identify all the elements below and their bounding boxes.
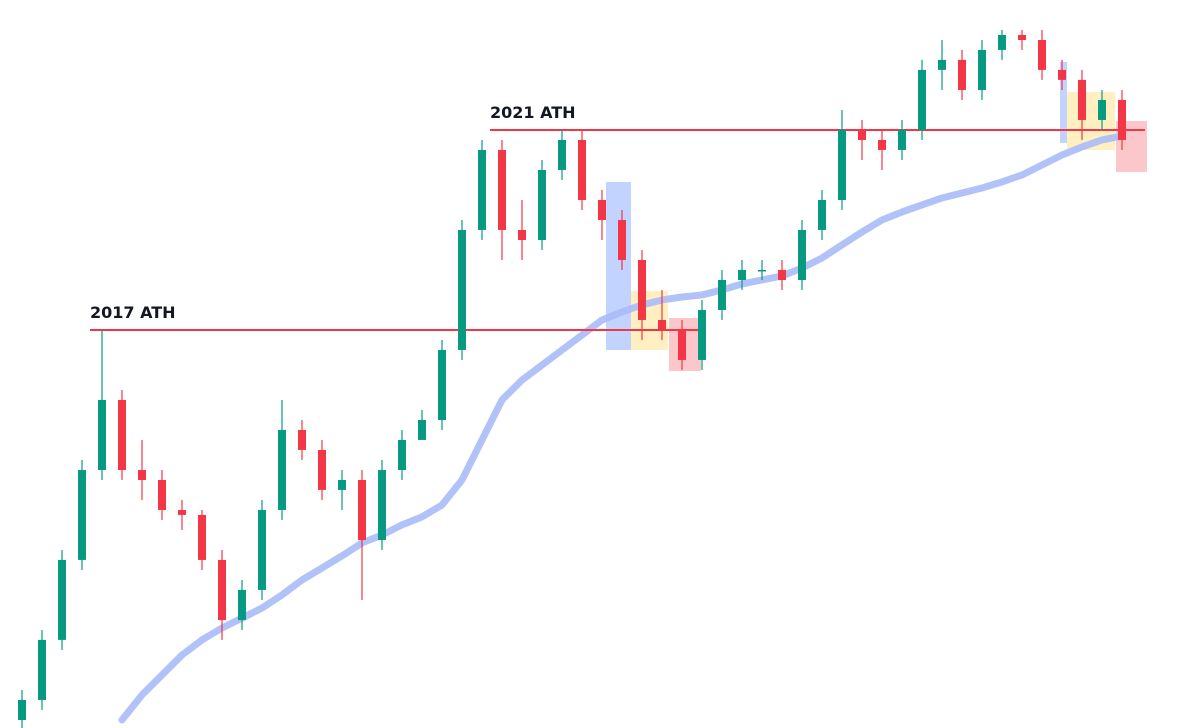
candle-body xyxy=(238,589,246,621)
candle-body xyxy=(898,129,906,150)
candle-body xyxy=(978,49,986,91)
candle-body xyxy=(178,509,186,515)
candle-body xyxy=(78,470,86,560)
candle-body xyxy=(298,429,306,450)
candle-body xyxy=(938,59,946,70)
candle-body xyxy=(558,139,566,170)
candle-body xyxy=(1118,99,1126,140)
candle-body xyxy=(118,399,126,471)
zone xyxy=(606,182,631,350)
candle-body xyxy=(998,34,1006,50)
candle-body xyxy=(758,269,766,272)
candle-body xyxy=(218,559,226,621)
candle-body xyxy=(1078,79,1086,120)
candle-body xyxy=(598,199,606,220)
candle-body xyxy=(98,399,106,471)
candle-body xyxy=(58,559,66,640)
candle-body xyxy=(378,470,386,541)
candle-body xyxy=(318,449,326,490)
candle-body xyxy=(498,149,506,230)
candle-body xyxy=(678,330,686,360)
candle-body xyxy=(418,419,426,440)
candle-body xyxy=(198,514,206,560)
candle-body xyxy=(1038,39,1046,70)
zone xyxy=(1060,62,1067,143)
candle-body xyxy=(578,139,586,200)
candle-body xyxy=(458,229,466,351)
candle-body xyxy=(818,199,826,230)
candle-body xyxy=(478,149,486,230)
candle-body xyxy=(1098,99,1106,120)
candle-body xyxy=(858,129,866,140)
candle-body xyxy=(718,279,726,311)
moving-average xyxy=(118,132,1126,724)
candle-body xyxy=(138,470,146,480)
candle-body xyxy=(798,229,806,280)
candle-body xyxy=(698,310,706,360)
candle-body xyxy=(258,509,266,590)
candle-body xyxy=(38,639,46,700)
candle-body xyxy=(618,219,626,260)
candle-body xyxy=(878,139,886,150)
candle-body xyxy=(1018,34,1026,40)
candle-body xyxy=(838,129,846,200)
candle-body xyxy=(158,479,166,510)
candle-body xyxy=(398,439,406,471)
candle-body xyxy=(918,69,926,130)
candle-body xyxy=(278,429,286,510)
candle-body xyxy=(1058,69,1066,80)
candle-body xyxy=(438,350,446,420)
level-label: 2017 ATH xyxy=(90,303,176,322)
candle-body xyxy=(538,169,546,240)
candle-body xyxy=(358,479,366,541)
candle-body xyxy=(738,269,746,280)
candle-body xyxy=(18,699,26,720)
candle-body xyxy=(338,479,346,490)
candle-body xyxy=(638,259,646,320)
candle-body xyxy=(518,229,526,240)
level-label: 2021 ATH xyxy=(490,103,576,122)
candle-body xyxy=(658,319,666,331)
candle-body xyxy=(958,59,966,91)
candle-body xyxy=(778,269,786,280)
